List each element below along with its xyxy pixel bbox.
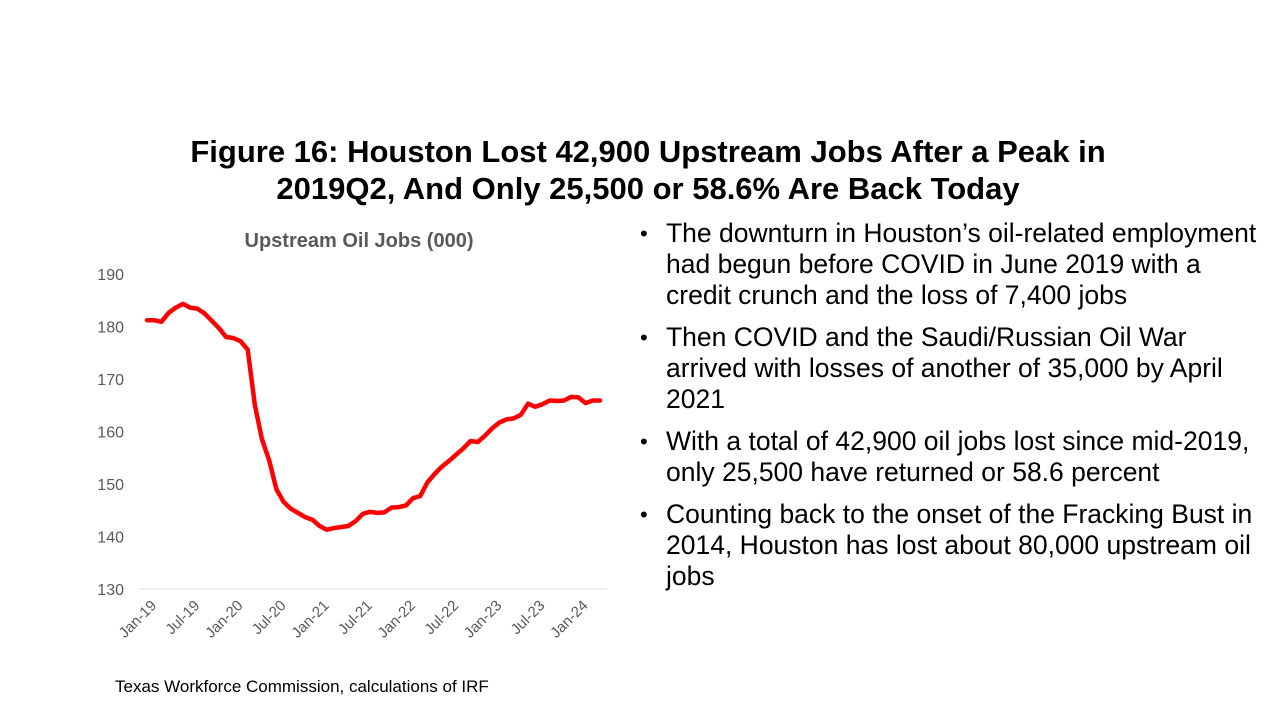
y-tick-label: 180 bbox=[97, 320, 124, 337]
series-line-upstream-oil-jobs bbox=[144, 301, 603, 532]
bullet-item: • Counting back to the onset of the Frack… bbox=[640, 499, 1260, 592]
y-tick-label: 140 bbox=[97, 530, 124, 547]
bullet-text: With a total of 42,900 oil jobs lost sin… bbox=[666, 426, 1250, 487]
x-tick-label: Jul-23 bbox=[508, 597, 549, 638]
bullet-marker: • bbox=[640, 221, 648, 246]
slide-title-line-1: Figure 16: Houston Lost 42,900 Upstream … bbox=[190, 134, 1106, 169]
y-tick-label: 130 bbox=[97, 582, 124, 599]
bullet-item: • With a total of 42,900 oil jobs lost si… bbox=[640, 426, 1260, 488]
x-tick-label: Jul-19 bbox=[162, 597, 203, 638]
bullet-item: • Then COVID and the Saudi/Russian Oil Wa… bbox=[640, 322, 1260, 415]
slide-title-line-2: 2019Q2, And Only 25,500 or 58.6% Are Bac… bbox=[276, 171, 1020, 206]
upstream-oil-jobs-chart: Upstream Oil Jobs (000) 1301401501601701… bbox=[97, 230, 607, 642]
y-tick-label: 150 bbox=[97, 477, 124, 494]
bullet-text: Counting back to the onset of the Fracki… bbox=[666, 499, 1253, 591]
x-tick-label: Jan-19 bbox=[116, 597, 160, 641]
x-tick-label: Jul-20 bbox=[249, 597, 290, 638]
source-note: Texas Workforce Commission, calculations… bbox=[115, 677, 489, 696]
bullet-marker: • bbox=[640, 502, 648, 527]
chart-title: Upstream Oil Jobs (000) bbox=[245, 230, 474, 252]
slide-title: Figure 16: Houston Lost 42,900 Upstream … bbox=[0, 133, 1280, 207]
bullet-marker: • bbox=[640, 429, 648, 454]
bullet-text: Then COVID and the Saudi/Russian Oil War… bbox=[666, 322, 1223, 414]
y-tick-label: 160 bbox=[97, 425, 124, 442]
y-axis-tick-labels: 130 140 150 160 170 180 190 bbox=[97, 267, 124, 599]
y-tick-label: 170 bbox=[97, 372, 124, 389]
y-tick-label: 190 bbox=[97, 267, 124, 284]
x-tick-label: Jan-20 bbox=[202, 597, 246, 641]
bullet-list: • The downturn in Houston’s oil-related e… bbox=[640, 218, 1260, 603]
x-tick-label: Jul-21 bbox=[335, 597, 376, 638]
x-tick-label: Jul-22 bbox=[421, 597, 462, 638]
bullet-text: The downturn in Houston’s oil-related em… bbox=[666, 218, 1257, 310]
x-tick-label: Jan-23 bbox=[461, 597, 505, 641]
x-tick-label: Jan-22 bbox=[375, 597, 419, 641]
x-tick-label: Jan-24 bbox=[547, 597, 591, 641]
x-tick-label: Jan-21 bbox=[288, 597, 332, 641]
bullet-marker: • bbox=[640, 325, 648, 350]
bullet-item: • The downturn in Houston’s oil-related e… bbox=[640, 218, 1260, 311]
